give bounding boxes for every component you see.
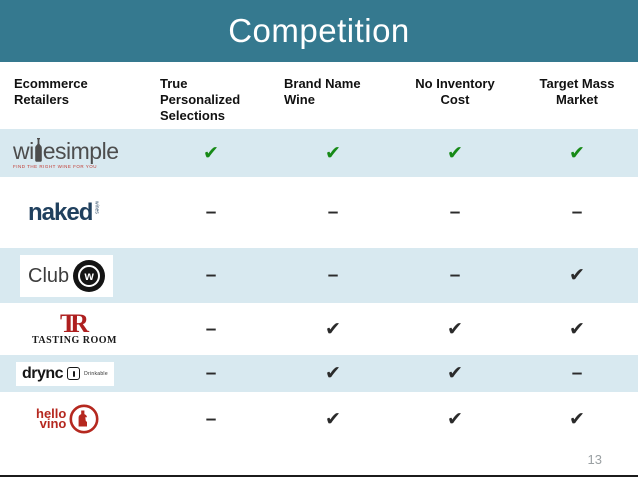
mark-clubw-personalized: – [205,265,217,286]
table-header-row: Ecommerce Retailers True Personalized Se… [0,62,638,129]
mark-winesimple-personalized: ✔ [203,142,219,164]
winesimple-logo-text-suffix: esimple [42,137,119,164]
hello-vino-logo-line1: hello [36,406,67,421]
competition-table: Ecommerce Retailers True Personalized Se… [0,62,638,446]
mark-naked-personalized: – [205,202,217,223]
column-header-ecommerce-retailers: Ecommerce Retailers [14,76,88,107]
naked-logo-text: naked [28,198,93,226]
mark-winesimple-mass-market: ✔ [569,142,585,164]
table-row-winesimple: wi esimple FIND THE RIGHT WINE FOR YOU ✔ … [0,129,638,177]
winesimple-logo: wi esimple FIND THE RIGHT WINE FOR YOU [0,137,150,169]
table-row-naked-wines: naked wines – – – – [0,177,638,248]
wine-bottle-icon [34,137,43,163]
column-header-target-mass-market: Target Mass Market [539,76,615,107]
club-w-logo-text: Club [28,264,70,287]
naked-wines-logo: naked wines [0,198,150,226]
mark-naked-no-inventory: – [449,202,461,223]
drync-logo-text: drync [22,364,64,382]
mark-drync-mass-market: – [571,363,583,384]
table-row-drync: drync Drinkable – ✔ ✔ – [0,355,638,392]
column-header-brand-name-wine: Brand Name Wine [284,76,361,107]
winesimple-logo-text-prefix: wi [13,137,34,164]
tasting-room-logo-text: TASTING ROOM [32,335,117,347]
column-header-true-personalized-selections: True Personalized Selections [160,76,241,123]
tasting-room-monogram: TR [59,308,89,338]
slide-title: Competition [228,12,410,49]
mark-drync-brand-name: ✔ [325,363,341,384]
mark-hellovino-personalized: – [205,408,217,430]
mark-clubw-mass-market: ✔ [569,265,585,286]
hello-vino-logo-line2: vino [39,416,67,431]
page-number: 13 [587,452,602,467]
club-w-logo: Club w [0,254,150,297]
mark-winesimple-no-inventory: ✔ [447,142,463,164]
wine-glass-circle-icon [68,403,100,435]
mark-hellovino-brand-name: ✔ [325,408,341,430]
table-row-tasting-room: TR TASTING ROOM – ✔ ✔ ✔ [0,303,638,355]
drync-logo: drync Drinkable [0,361,150,386]
mark-tastingroom-mass-market: ✔ [569,318,585,340]
mark-clubw-no-inventory: – [449,265,461,286]
hello-vino-logo: hello vino [0,403,150,435]
drync-app-icon [67,367,81,380]
mark-drync-no-inventory: ✔ [447,363,463,384]
title-band: Competition [0,0,638,62]
table-row-hello-vino: hello vino – ✔ ✔ ✔ [0,392,638,446]
mark-drync-personalized: – [205,363,217,384]
column-header-no-inventory-cost: No Inventory Cost [415,76,495,107]
mark-winesimple-brand-name: ✔ [325,142,341,164]
mark-clubw-brand-name: – [327,265,339,286]
tasting-room-logo: TR TASTING ROOM [0,308,150,347]
naked-logo-subtext: wines [93,200,100,214]
winesimple-tagline: FIND THE RIGHT WINE FOR YOU [13,163,98,169]
mark-hellovino-mass-market: ✔ [569,408,585,430]
mark-hellovino-no-inventory: ✔ [447,408,463,430]
mark-tastingroom-no-inventory: ✔ [447,318,463,340]
drync-badge-text: Drinkable [84,370,108,377]
mark-naked-mass-market: – [571,202,583,223]
mark-tastingroom-personalized: – [205,318,217,340]
club-w-seal-icon: w [73,259,106,292]
mark-tastingroom-brand-name: ✔ [325,318,341,340]
mark-naked-brand-name: – [327,202,339,223]
table-row-club-w: Club w – – – ✔ [0,248,638,303]
